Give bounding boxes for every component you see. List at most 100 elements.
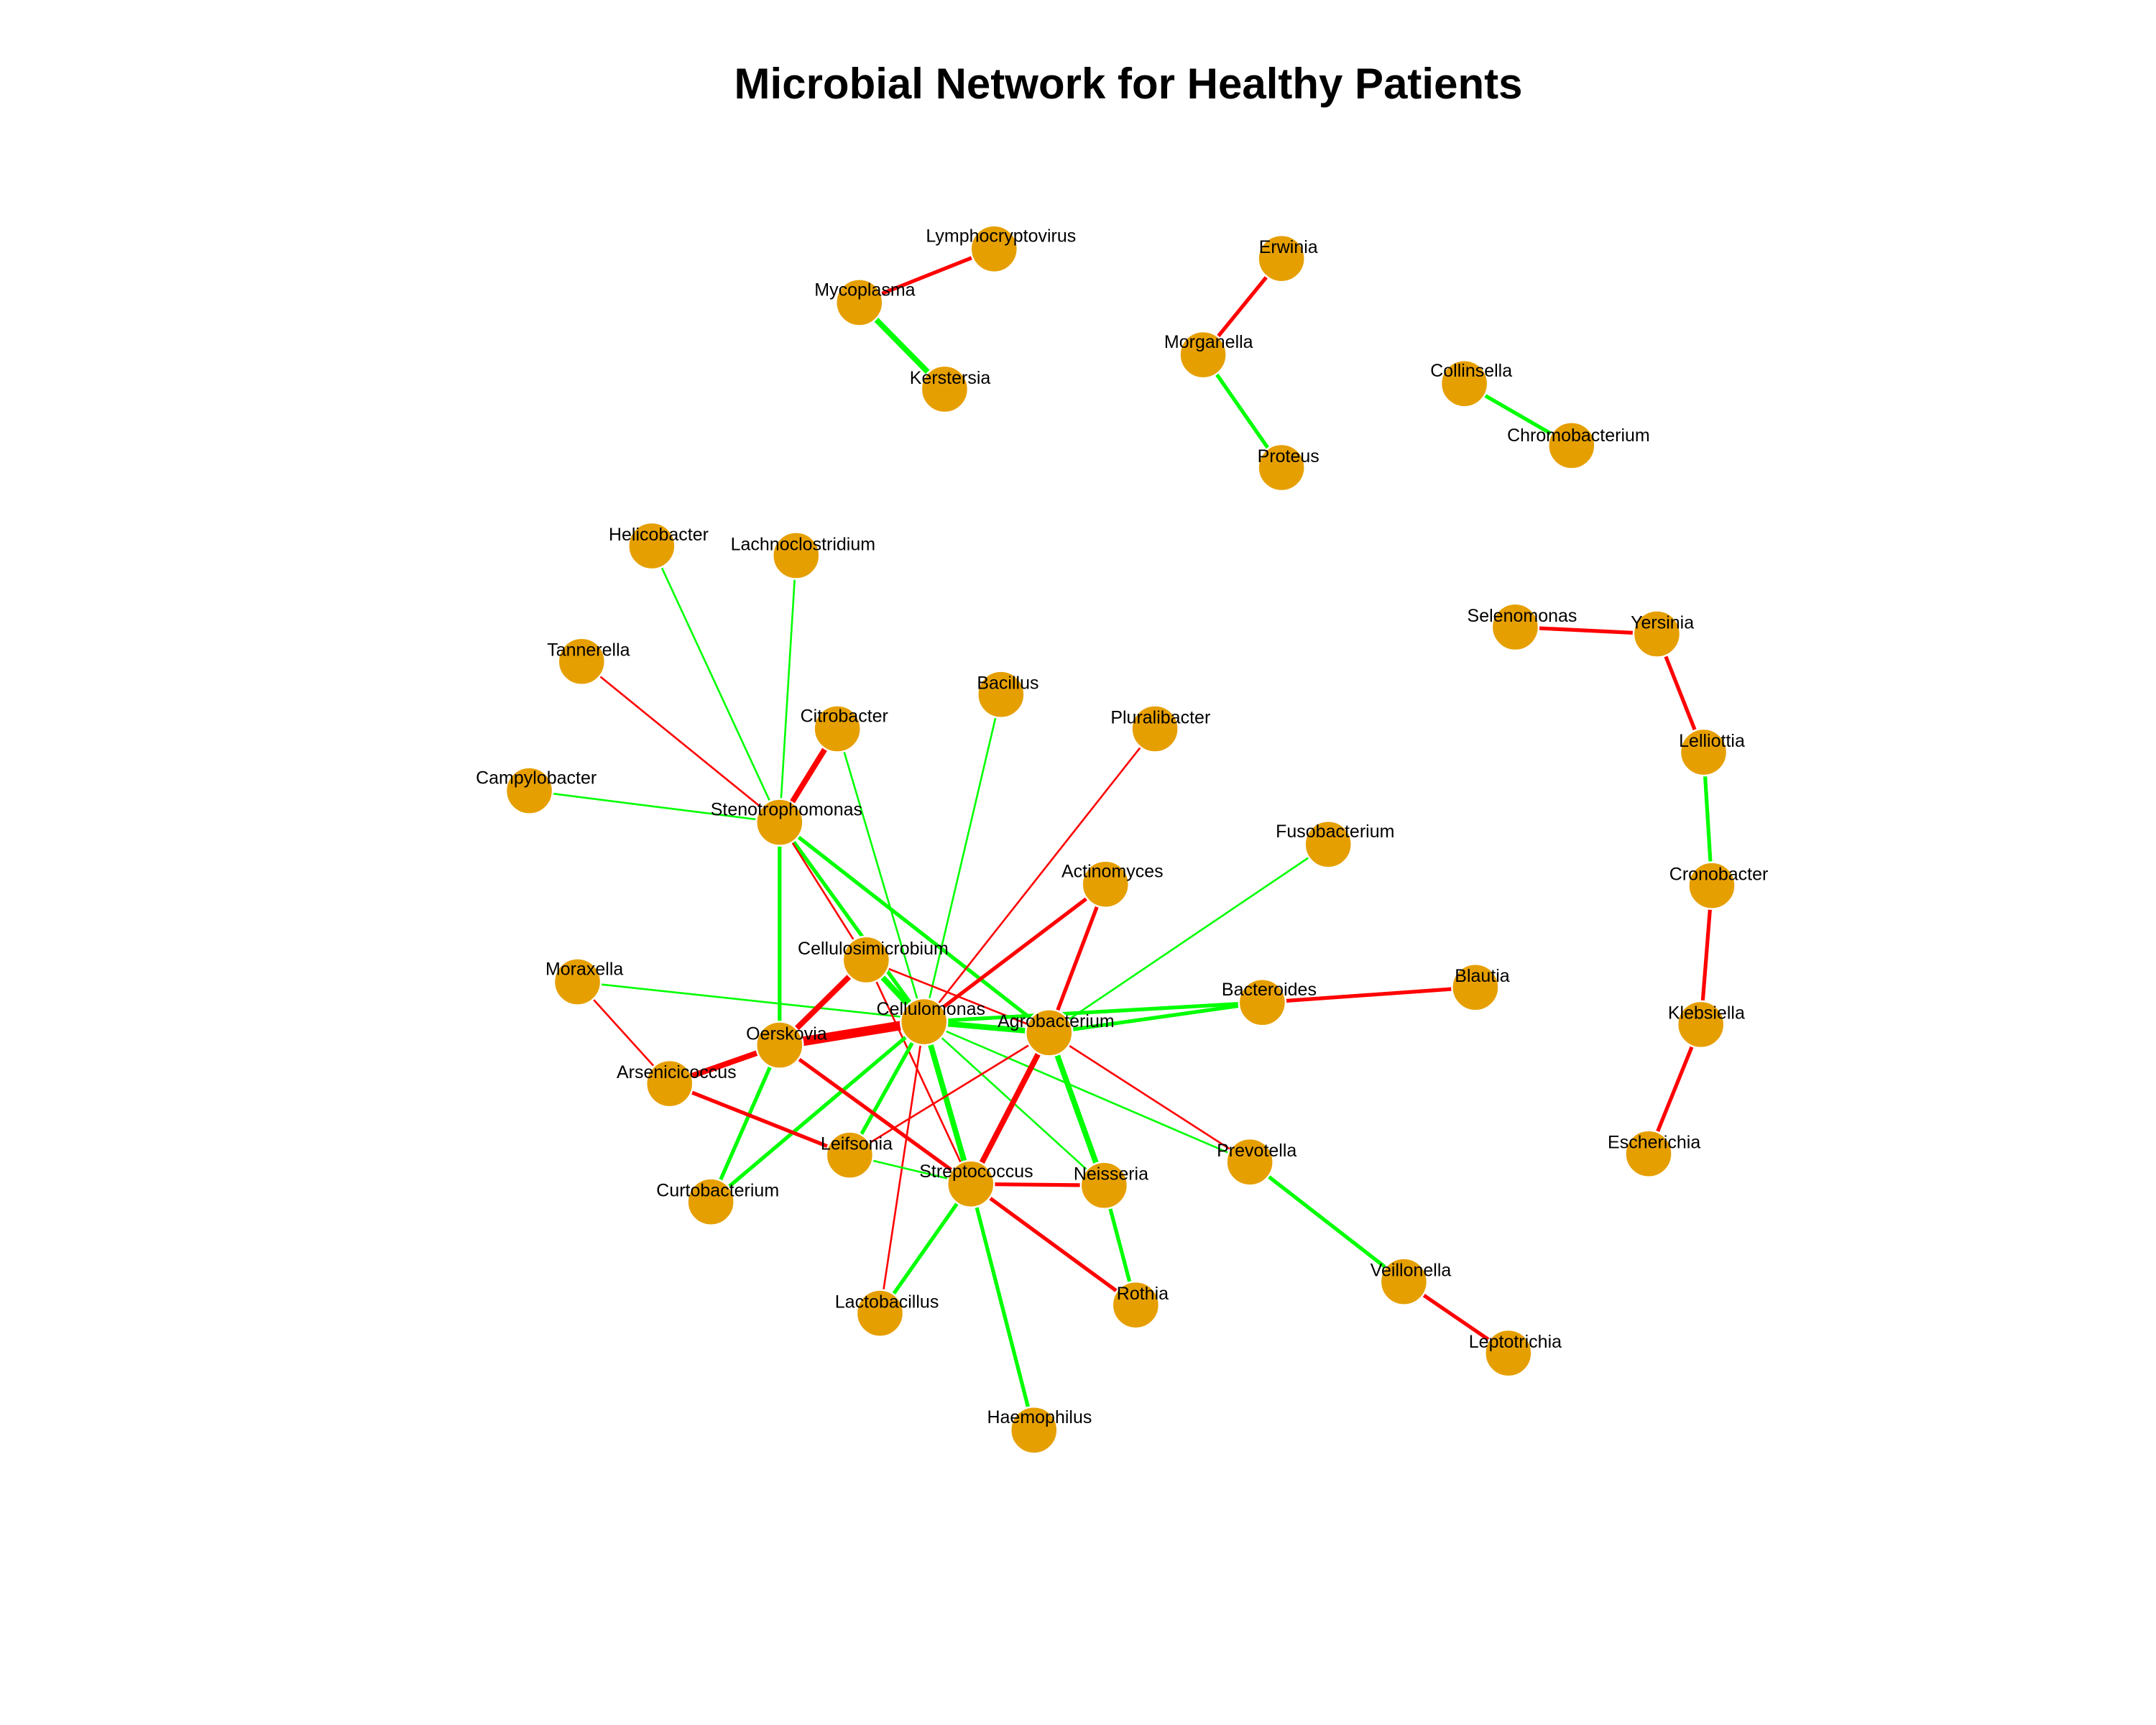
node-arsenicicoccus	[645, 1059, 694, 1108]
edge-streptococcus-lactobacillus	[878, 1182, 972, 1315]
node-stenotrophomonas	[755, 798, 804, 847]
node-lactobacillus	[855, 1289, 905, 1338]
edge-cellulosimicrobium-agrobacterium	[865, 959, 1050, 1034]
node-label-streptococcus: Streptococcus	[919, 1162, 1033, 1182]
node-label-veillonella: Veillonella	[1370, 1261, 1452, 1281]
node-rothia	[1111, 1280, 1161, 1330]
edge-bacillus-cellulomonas	[923, 694, 1003, 1022]
node-label-citrobacter: Citrobacter	[801, 706, 888, 726]
node-label-oerskovia: Oerskovia	[746, 1024, 827, 1044]
node-prevotella	[1225, 1137, 1274, 1187]
node-label-rothia: Rothia	[1117, 1284, 1169, 1304]
node-label-proteus: Proteus	[1258, 446, 1319, 466]
edge-fusobacterium-agrobacterium	[1049, 843, 1329, 1034]
node-label-campylobacter: Campylobacter	[476, 768, 596, 788]
edge-cellulomonas-bacteroides	[923, 1000, 1263, 1024]
node-label-actinomyces: Actinomyces	[1061, 862, 1164, 882]
node-oerskovia	[755, 1021, 804, 1070]
node-label-erwinia: Erwinia	[1259, 237, 1318, 257]
label-layer: Lymphocryptovirus Mycoplasma Kerstersia Erw…	[476, 226, 1768, 1427]
edge-lachnoclostridium-stenotrophomonas	[778, 555, 798, 823]
edge-streptococcus-haemophilus	[969, 1183, 1036, 1431]
node-label-collinsella: Collinsella	[1430, 361, 1512, 381]
edge-cellulomonas-prevotella	[923, 1021, 1250, 1163]
node-label-cronobacter: Cronobacter	[1669, 864, 1769, 884]
node-label-agrobacterium: Agrobacterium	[998, 1011, 1115, 1031]
edge-agrobacterium-bacteroides	[1049, 1000, 1263, 1035]
node-label-pluralibacter: Pluralibacter	[1110, 707, 1210, 727]
node-erwinia	[1257, 234, 1306, 283]
node-cronobacter	[1687, 861, 1736, 910]
edge-cellulomonas-streptococcus	[921, 1021, 974, 1185]
node-label-haemophilus: Haemophilus	[987, 1407, 1092, 1427]
node-helicobacter	[627, 521, 676, 571]
node-lymphocryptovirus	[969, 224, 1019, 274]
chart-title: Microbial Network for Healthy Patients	[734, 60, 1523, 108]
node-label-chromobacterium: Chromobacterium	[1507, 426, 1650, 446]
node-bacillus	[977, 670, 1026, 719]
node-label-blautia: Blautia	[1455, 966, 1510, 986]
node-label-curtobacterium: Curtobacterium	[656, 1181, 779, 1201]
node-label-bacteroides: Bacteroides	[1222, 980, 1317, 1000]
node-escherichia	[1624, 1129, 1673, 1179]
node-cellulomonas	[899, 997, 949, 1046]
node-label-leifsonia: Leifsonia	[821, 1133, 893, 1154]
node-actinomyces	[1081, 860, 1130, 909]
edge-cellulomonas-leifsonia	[848, 1021, 926, 1156]
node-blautia	[1451, 962, 1500, 1012]
edge-actinomyces-cellulomonas	[923, 883, 1107, 1024]
node-mycoplasma	[835, 278, 884, 327]
node-label-moraxella: Moraxella	[545, 960, 623, 980]
edge-stenotrophomonas-cellulomonas	[778, 821, 926, 1024]
edge-stenotrophomonas-agrobacterium	[778, 821, 1051, 1034]
node-haemophilus	[1010, 1406, 1059, 1455]
node-cellulosimicrobium	[842, 935, 891, 985]
node-label-selenomonas: Selenomonas	[1468, 606, 1577, 626]
node-label-cellulosimicrobium: Cellulosimicrobium	[798, 939, 949, 959]
node-lachnoclostridium	[772, 531, 821, 580]
node-label-stenotrophomonas: Stenotrophomonas	[711, 800, 862, 820]
edge-arsenicicoccus-leifsonia	[668, 1082, 851, 1157]
node-label-prevotella: Prevotella	[1217, 1141, 1296, 1161]
node-streptococcus	[946, 1159, 995, 1209]
node-label-lachnoclostridium: Lachnoclostridium	[731, 534, 876, 554]
node-leifsonia	[825, 1131, 875, 1179]
edge-cellulosimicrobium-streptococcus	[865, 959, 972, 1184]
node-proteus	[1257, 443, 1306, 492]
node-bacteroides	[1238, 978, 1287, 1027]
edge-bacteroides-blautia	[1262, 985, 1476, 1005]
node-label-morganella: Morganella	[1164, 332, 1253, 352]
node-label-escherichia: Escherichia	[1608, 1133, 1700, 1153]
node-klebsiella	[1676, 1000, 1726, 1049]
edge-pluralibacter-cellulomonas	[923, 728, 1156, 1023]
node-label-yersinia: Yersinia	[1631, 612, 1694, 632]
node-label-bacillus: Bacillus	[977, 673, 1038, 694]
edge-citrobacter-cellulomonas	[836, 728, 925, 1022]
node-label-lactobacillus: Lactobacillus	[835, 1292, 939, 1312]
node-yersinia	[1632, 610, 1682, 658]
node-campylobacter	[505, 766, 554, 815]
node-label-mycoplasma: Mycoplasma	[814, 280, 915, 300]
edge-helicobacter-stenotrophomonas	[650, 546, 781, 823]
node-label-helicobacter: Helicobacter	[609, 525, 709, 545]
node-chromobacterium	[1547, 421, 1596, 470]
node-label-kerstersia: Kerstersia	[910, 368, 991, 388]
node-label-neisseria: Neisseria	[1074, 1164, 1148, 1184]
edge-agrobacterium-leifsonia	[849, 1031, 1050, 1156]
edge-prevotella-veillonella	[1248, 1160, 1406, 1284]
node-label-fusobacterium: Fusobacterium	[1276, 822, 1394, 842]
node-neisseria	[1079, 1161, 1129, 1210]
node-leptotrichia	[1484, 1328, 1533, 1378]
node-label-lelliottia: Lelliottia	[1679, 731, 1745, 751]
node-label-arsenicicoccus: Arsenicicoccus	[617, 1062, 737, 1082]
edge-agrobacterium-streptococcus	[968, 1031, 1052, 1186]
node-agrobacterium	[1025, 1008, 1074, 1057]
edge-actinomyces-agrobacterium	[1047, 883, 1107, 1034]
node-label-lymphocryptovirus: Lymphocryptovirus	[926, 226, 1076, 247]
node-pluralibacter	[1130, 704, 1179, 753]
node-selenomonas	[1491, 602, 1540, 652]
edge-streptococcus-rothia	[969, 1182, 1137, 1307]
node-label-klebsiella: Klebsiella	[1668, 1003, 1745, 1024]
edge-cellulomonas-curtobacterium	[709, 1020, 926, 1204]
